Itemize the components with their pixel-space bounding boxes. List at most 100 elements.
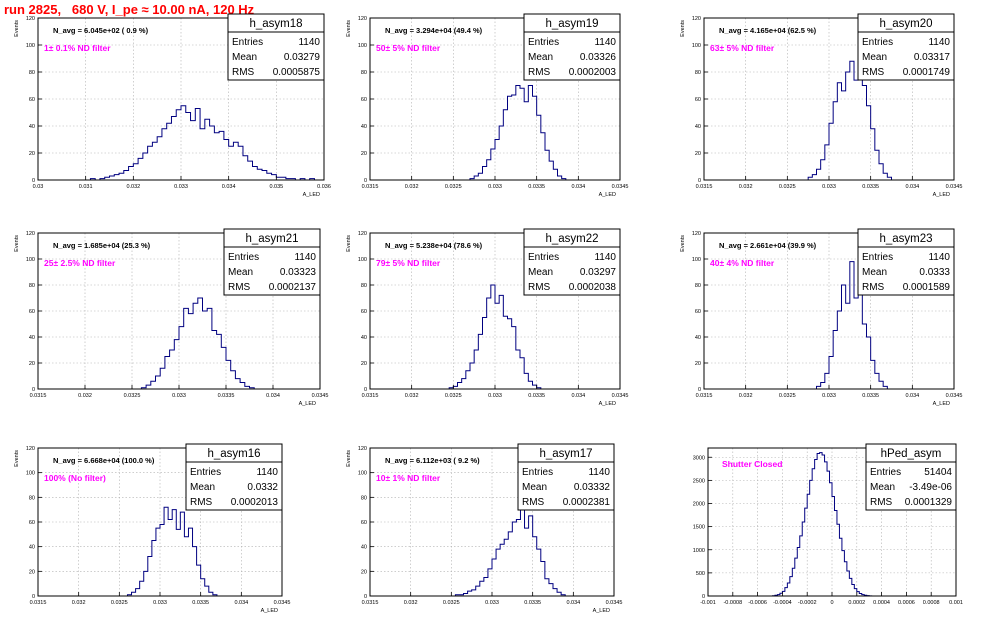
histogram-bin (825, 373, 829, 389)
histogram-bin (243, 156, 248, 180)
histogram-bin (842, 91, 846, 180)
navg-annotation: N_avg = 1.685e+04 (25.3 %) (53, 241, 151, 250)
histogram-bin (156, 528, 160, 596)
x-tick-label: -0.001 (700, 600, 716, 606)
y-tick-label: 40 (361, 124, 367, 130)
histogram-bin (524, 373, 528, 389)
y-tick-label: 20 (29, 361, 35, 367)
stats-value: 0.03323 (280, 267, 317, 278)
y-tick-label: 0 (698, 178, 701, 184)
histogram-bin (820, 453, 822, 596)
histogram-bin (272, 175, 277, 180)
x-tick-label: 0.034 (266, 393, 280, 399)
stats-value: 1140 (294, 252, 316, 263)
stats-value: 0.03326 (580, 52, 617, 63)
histogram-bin (262, 171, 267, 180)
x-tick-label: 0.033 (174, 184, 188, 190)
stats-label: RMS (528, 67, 551, 78)
x-axis-label: A_LED (933, 192, 950, 198)
histogram-bin (474, 350, 478, 389)
navg-annotation: N_avg = 6.112e+03 ( 9.2 %) (385, 456, 480, 465)
histogram-bin (867, 106, 871, 180)
histogram-bin (164, 507, 168, 596)
histogram-bin (837, 83, 841, 180)
histogram-bin (157, 137, 162, 180)
histogram-bin (850, 262, 854, 389)
histogram-bin (152, 142, 157, 180)
y-tick-label: 120 (358, 446, 367, 452)
y-tick-label: 40 (695, 335, 701, 341)
x-tick-label: -0.0004 (773, 600, 792, 606)
navg-annotation: N_avg = 5.238e+04 (78.6 %) (385, 241, 483, 250)
y-tick-label: 120 (26, 446, 35, 452)
histogram-bin (553, 169, 557, 180)
x-tick-label: 0.033 (822, 393, 836, 399)
y-axis-label: Events (346, 20, 352, 37)
y-tick-label: 40 (29, 335, 35, 341)
stats-body (857, 31, 955, 81)
x-tick-label: 0.033 (822, 184, 836, 190)
histogram-bin (825, 145, 829, 180)
histogram-bin (500, 544, 504, 596)
histogram-bin (488, 569, 492, 596)
y-tick-label: 100 (692, 257, 701, 263)
histogram-bin (253, 167, 258, 181)
histogram-bin (549, 584, 553, 596)
histogram-bin (462, 379, 466, 389)
histogram-bin (257, 169, 262, 180)
y-tick-label: 60 (29, 520, 35, 526)
histogram-bin (151, 381, 156, 389)
histogram-bin (184, 308, 189, 389)
histogram-bin (162, 129, 167, 180)
stats-value: 0.0001329 (905, 497, 953, 508)
x-tick-label: 0.0008 (923, 600, 940, 606)
y-tick-label: 2000 (693, 502, 705, 508)
histogram-bin (516, 350, 520, 389)
stats-box: h_asym17 Entries 1140 Mean 0.03332 RMS 0.00023… (517, 443, 615, 511)
x-tick-label: 0.0325 (443, 600, 460, 606)
x-tick-label: 0.0006 (898, 600, 915, 606)
histogram-line (771, 452, 873, 597)
x-tick-label: 0.033 (488, 184, 502, 190)
histogram-line (454, 501, 566, 596)
histogram-bin (231, 371, 236, 389)
histogram-panel: 0.0315 0.032 0.0325 0.033 0.0335 0.034 0.0345 0… (680, 13, 963, 198)
histogram-bin (200, 129, 205, 180)
histogram-bin (484, 578, 488, 597)
histogram-bin (483, 167, 487, 181)
histogram-bin (133, 164, 138, 180)
stats-value: 0.0002013 (231, 497, 279, 508)
x-tick-label: 0.0345 (946, 184, 963, 190)
histogram-bin (802, 522, 804, 596)
histogram-bin (549, 161, 553, 180)
histogram-panel: 0.0315 0.032 0.0325 0.033 0.0335 0.034 0.0345 0… (14, 443, 290, 614)
histogram-bin (186, 113, 191, 181)
histogram-bin (847, 571, 849, 596)
x-tick-label: 0.034 (905, 184, 919, 190)
y-tick-label: 120 (692, 16, 701, 22)
histogram-bin (168, 520, 172, 596)
stats-box: h_asym16 Entries 1140 Mean 0.0332 RMS 0.000201… (185, 443, 283, 511)
histogram-bin (487, 160, 491, 180)
histogram-bin (193, 547, 197, 596)
histogram-bin (267, 173, 272, 180)
filter-annotation: 40± 4% ND filter (710, 258, 775, 268)
x-tick-label: 0.0345 (612, 184, 629, 190)
x-tick-label: 0.0002 (848, 600, 865, 606)
x-tick-label: 0.0325 (445, 184, 462, 190)
x-tick-label: 0.0335 (862, 184, 879, 190)
histogram-bin (214, 133, 219, 180)
x-axis-label: A_LED (593, 608, 610, 614)
stats-label: Mean (232, 52, 257, 63)
histogram-bin (472, 590, 476, 596)
stats-value: 51404 (924, 467, 952, 478)
histogram-line (807, 60, 892, 180)
histogram-bin (167, 123, 172, 180)
stats-label: Mean (870, 482, 895, 493)
histogram-bin (512, 522, 516, 596)
histogram-bin (458, 383, 462, 390)
y-tick-label: 80 (361, 70, 367, 76)
navg-annotation: N_avg = 4.165e+04 (62.5 %) (719, 26, 817, 35)
histogram-bin (487, 298, 491, 389)
stats-value: 1140 (256, 467, 278, 478)
